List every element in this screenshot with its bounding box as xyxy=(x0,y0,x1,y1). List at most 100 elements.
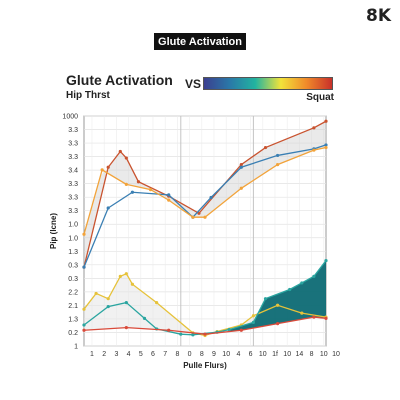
upper-band-fill xyxy=(84,121,326,268)
data-point xyxy=(106,304,110,309)
data-point xyxy=(191,215,195,219)
data-point xyxy=(179,332,183,336)
data-point xyxy=(263,297,268,301)
y-tick-label: 3.3 xyxy=(68,208,78,215)
x-tick-label: 6 xyxy=(249,351,253,358)
data-point xyxy=(324,143,328,147)
data-point xyxy=(100,168,104,172)
data-point xyxy=(106,206,110,210)
x-tick-label: 6 xyxy=(151,351,155,358)
data-point xyxy=(124,326,128,330)
x-tick-label: 3 xyxy=(114,351,118,358)
x-tick-label: 0 xyxy=(188,351,192,358)
data-point xyxy=(203,332,207,336)
y-tick-label: 2.2 xyxy=(68,289,78,296)
x-tick-label: 8 xyxy=(310,351,314,358)
y-tick-label: 2.1 xyxy=(68,303,78,310)
data-point xyxy=(263,145,268,150)
y-tick-label: 0.2 xyxy=(68,330,78,337)
x-tick-label: 10 xyxy=(320,351,328,358)
data-point xyxy=(239,328,243,332)
data-point xyxy=(82,265,86,269)
data-point xyxy=(82,323,86,327)
y-tick-label: 3.3 xyxy=(68,154,78,161)
data-point xyxy=(300,281,304,285)
y-tick-label: 3.3 xyxy=(68,127,78,134)
data-point xyxy=(130,282,134,286)
data-point xyxy=(82,307,86,311)
y-tick-label: 0.3 xyxy=(68,262,78,269)
data-point xyxy=(324,316,328,320)
data-point xyxy=(312,315,316,319)
data-point xyxy=(155,301,159,305)
data-point xyxy=(82,232,86,236)
data-point xyxy=(167,193,171,197)
y-tick-label: 0.3 xyxy=(68,276,78,283)
resolution-tag: 8K xyxy=(365,6,391,26)
data-point xyxy=(136,180,141,184)
series-line xyxy=(83,316,327,335)
y-tick-label: 1000 xyxy=(62,114,78,121)
data-point xyxy=(276,303,280,307)
x-tick-label: 2 xyxy=(102,351,106,358)
y-tick-label: 1.3 xyxy=(68,249,78,256)
data-point xyxy=(209,195,213,200)
y-tick-label: 3.3 xyxy=(68,141,78,148)
data-point xyxy=(94,291,98,296)
x-tick-label: 10 xyxy=(259,351,267,358)
y-tick-label: 3.3 xyxy=(68,181,78,188)
data-point xyxy=(300,311,304,315)
data-point xyxy=(276,163,280,167)
data-point xyxy=(251,320,255,324)
data-point xyxy=(324,145,328,150)
x-tick-label: 1 xyxy=(90,351,94,358)
x-tick-label: 10 xyxy=(283,351,291,358)
data-point xyxy=(239,163,243,167)
series-line xyxy=(83,144,327,268)
x-tick-label: 10 xyxy=(222,351,230,358)
data-point xyxy=(324,119,328,123)
data-point xyxy=(124,272,128,276)
data-point xyxy=(324,258,328,263)
data-point xyxy=(124,182,128,186)
data-point xyxy=(124,156,128,160)
y-tick-label: 1 xyxy=(74,344,78,351)
data-point xyxy=(167,198,171,202)
data-point xyxy=(191,333,195,337)
x-tick-label: 4 xyxy=(127,351,131,358)
y-tick-label: 3.3 xyxy=(68,195,78,202)
x-tick-label: 5 xyxy=(139,351,143,358)
x-tick-label: 8 xyxy=(200,351,204,358)
chart-title: Glute Activation xyxy=(66,72,173,88)
x-tick-label: 7 xyxy=(163,351,167,358)
data-point xyxy=(82,328,86,332)
data-point xyxy=(203,215,207,219)
data-point xyxy=(124,301,128,305)
data-point xyxy=(106,165,110,169)
y-tick-label: 1.0 xyxy=(68,235,78,242)
data-point xyxy=(118,149,122,154)
data-point xyxy=(276,153,280,158)
data-point xyxy=(312,126,316,130)
vs-label: VS xyxy=(185,77,202,91)
y-tick-label: 1.3 xyxy=(68,316,78,323)
title-badge: Glute Activation xyxy=(154,33,246,50)
color-scale-end-label: Squat xyxy=(306,92,334,103)
data-point xyxy=(239,165,243,169)
data-point xyxy=(142,316,147,320)
data-point xyxy=(130,190,134,194)
y-axis-title: Pip (lcne) xyxy=(49,213,58,249)
x-tick-label: 1f xyxy=(272,351,278,358)
data-point xyxy=(251,314,255,318)
data-point xyxy=(106,297,110,301)
data-point xyxy=(312,274,316,278)
color-scale-bar xyxy=(203,77,333,90)
y-tick-label: 3.4 xyxy=(68,168,78,175)
x-tick-label: 8 xyxy=(175,351,179,358)
x-tick-label: 14 xyxy=(296,351,304,358)
x-tick-label: 4 xyxy=(236,351,240,358)
x-tick-label: 10 xyxy=(332,351,340,358)
y-tick-label: 1.0 xyxy=(68,222,78,229)
data-point xyxy=(118,274,122,278)
